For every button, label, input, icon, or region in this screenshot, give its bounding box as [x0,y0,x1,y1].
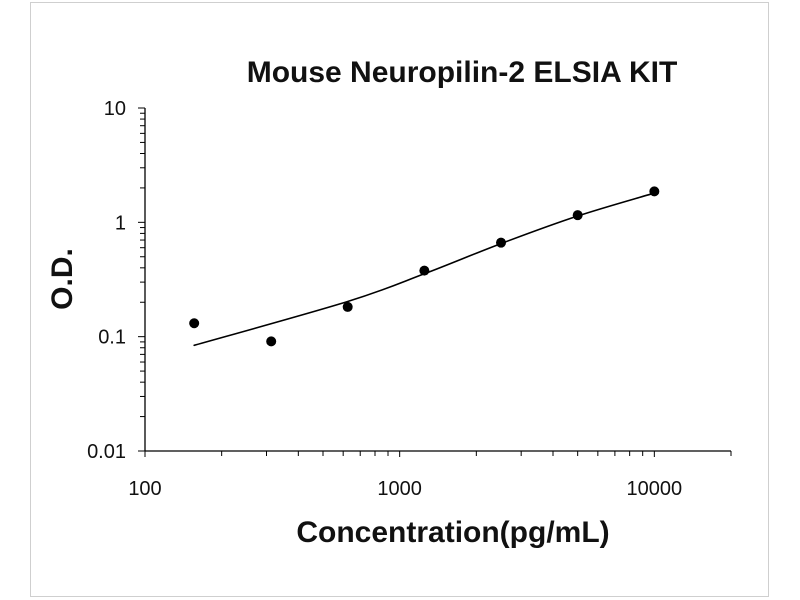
x-tick-label: 1000 [377,478,422,500]
data-point [419,265,430,276]
data-points-group [189,186,660,347]
chart-frame [30,2,769,597]
x-tick-label: 10000 [627,478,683,500]
tick-group: 100 1000 10000 10 1 0.1 0.01 [87,98,732,500]
y-tick-label: 0.01 [87,441,126,463]
data-point [342,301,353,312]
data-point [266,336,277,347]
y-tick-label: 1 [115,212,126,234]
data-point [649,186,660,197]
x-tick-label: 100 [128,478,161,500]
x-axis-label: Concentration(pg/mL) [296,516,609,549]
data-point [189,318,200,329]
chart-title: Mouse Neuropilin-2 ELSIA KIT [247,56,678,89]
data-point [572,210,583,221]
data-point [496,237,507,248]
axes-group [144,108,731,452]
y-tick-label: 0.1 [98,327,126,349]
y-tick-label: 10 [104,98,126,120]
y-axis-label: O.D. [46,248,79,310]
